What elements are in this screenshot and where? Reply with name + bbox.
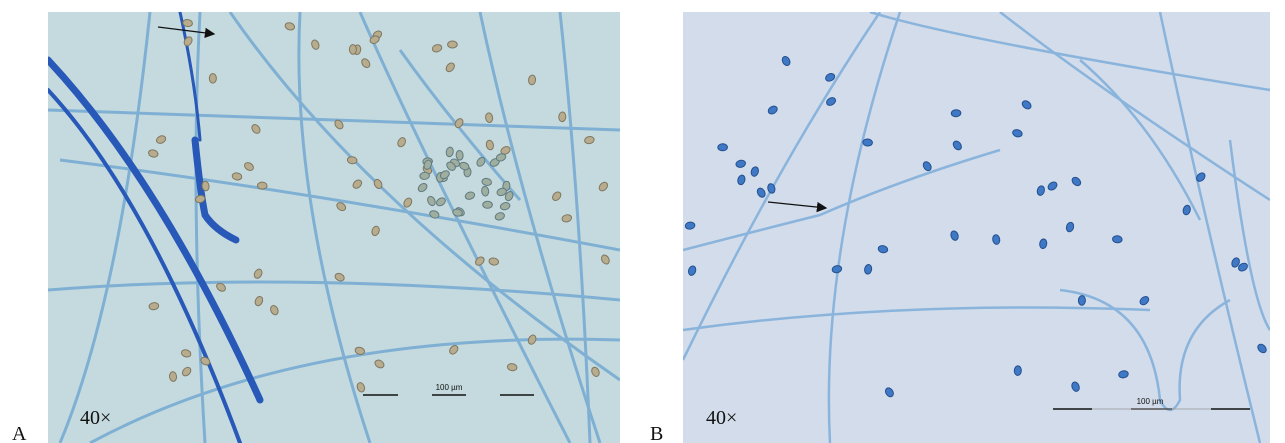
spore xyxy=(951,109,961,116)
panel-label: B xyxy=(650,423,663,443)
spore xyxy=(718,144,728,151)
spore xyxy=(257,182,267,189)
spore xyxy=(169,371,177,381)
spore xyxy=(558,112,566,122)
magnification: 40× xyxy=(80,407,111,429)
panel-label: A xyxy=(12,423,27,443)
micrograph-b: 100 µm 40× xyxy=(683,12,1270,443)
magnification: 40× xyxy=(706,407,737,429)
scale-bar-label: 100 µm xyxy=(436,383,463,392)
spore xyxy=(349,45,356,55)
spore xyxy=(1014,366,1021,376)
micrograph-a: 100 µm 40× xyxy=(48,12,620,443)
figure: 100 µm 40× A 100 µm 40× B xyxy=(0,0,1285,443)
spore xyxy=(448,41,458,48)
spore xyxy=(456,150,464,160)
spore xyxy=(863,139,873,147)
spore xyxy=(209,74,216,84)
scale-bar-label: 100 µm xyxy=(1137,397,1164,406)
spore xyxy=(1078,296,1085,306)
spore xyxy=(1112,235,1122,243)
spore xyxy=(483,201,493,208)
